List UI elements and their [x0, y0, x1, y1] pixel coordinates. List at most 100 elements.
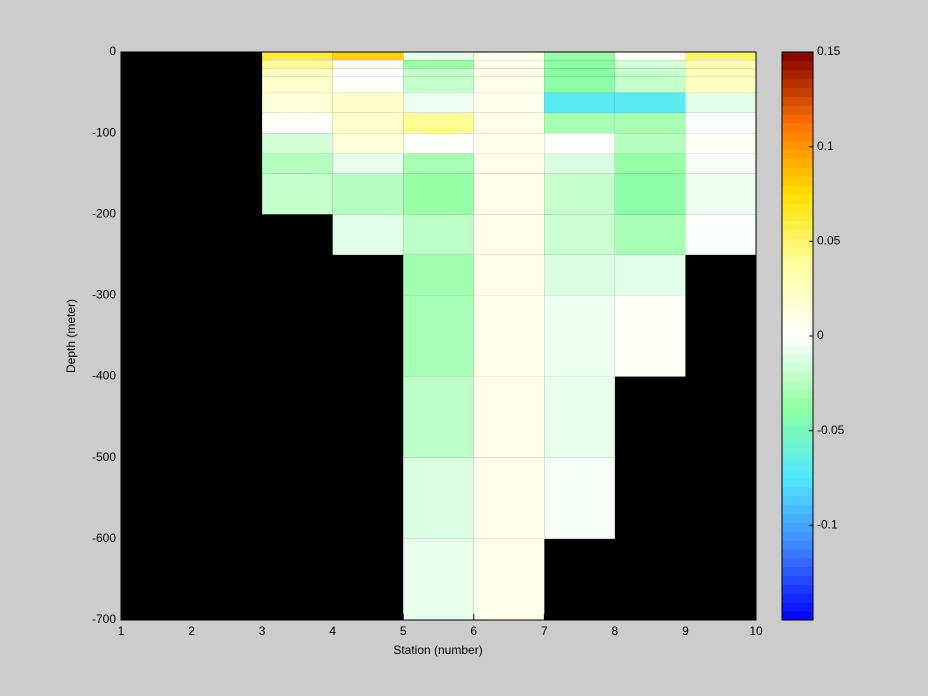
colorbar-swatch [782, 300, 813, 310]
heatmap-cell [544, 112, 615, 134]
heatmap-cell [544, 173, 615, 215]
heatmap-cell [544, 60, 615, 69]
x-axis-label: Station (number) [393, 643, 482, 657]
colorbar-swatch [782, 69, 813, 80]
y-tick-label: -700 [92, 612, 116, 626]
colorbar-swatch [782, 114, 813, 124]
y-tick-label: 0 [109, 44, 116, 58]
heatmap-cell [685, 173, 756, 215]
colorbar-swatch [782, 362, 813, 372]
heatmap-cell [614, 112, 686, 134]
heatmap-cell [544, 295, 615, 377]
colorbar-swatch [782, 247, 813, 257]
heatmap-cell [614, 295, 686, 377]
colorbar-swatch [782, 557, 813, 568]
heatmap-cell [685, 112, 756, 134]
colorbar-swatch [782, 282, 813, 293]
colorbar-swatch [782, 495, 813, 506]
colorbar-swatch [782, 336, 813, 346]
heatmap-cell [473, 295, 545, 377]
colorbar-swatch [782, 194, 813, 204]
colorbar-swatch [782, 158, 813, 168]
x-tick-label: 8 [612, 624, 619, 638]
colorbar-swatch [782, 389, 813, 399]
heatmap-cell [544, 76, 615, 93]
x-tick-label: 5 [400, 624, 407, 638]
colorbar-swatch [782, 78, 813, 88]
heatmap-cell [332, 60, 404, 69]
colorbar-swatch [782, 176, 813, 186]
colorbar-swatch [782, 265, 813, 275]
colorbar-swatch [782, 566, 813, 577]
heatmap-cell [685, 76, 756, 93]
colorbar-swatch [782, 478, 813, 488]
heatmap-cell [685, 68, 756, 77]
heatmap-cell [332, 173, 404, 215]
heatmap-cell [262, 68, 333, 77]
heatmap-cell [473, 457, 545, 539]
heatmap-cell [544, 92, 615, 113]
x-tick-label: 10 [749, 624, 763, 638]
y-tick-label: -600 [92, 531, 116, 545]
heatmap-cell [685, 92, 756, 113]
heatmap-cell [685, 52, 756, 61]
colorbar-swatch [782, 486, 813, 497]
colorbar-swatch [782, 131, 813, 142]
heatmap-cell [403, 133, 474, 154]
y-axis-label: Depth (meter) [64, 299, 78, 373]
colorbar-swatch [782, 584, 813, 594]
colorbar-tick-label: 0.15 [817, 44, 841, 58]
colorbar-swatch [782, 344, 813, 355]
x-tick-label: 3 [259, 624, 266, 638]
colorbar-swatch [782, 460, 813, 470]
colorbar-swatch [782, 185, 813, 195]
x-tick-label: 1 [118, 624, 125, 638]
colorbar-swatch [782, 540, 813, 550]
colorbar-swatch [782, 522, 813, 532]
heatmap-cell [262, 52, 333, 61]
heatmap-cell [685, 214, 756, 255]
heatmap-cell [262, 153, 333, 174]
heatmap-cell [403, 173, 474, 215]
heatmap-cell [473, 376, 545, 458]
heatmap-cell [262, 92, 333, 113]
heatmap-cell [262, 173, 333, 215]
heatmap-cell [403, 112, 474, 134]
colorbar-swatch [782, 424, 813, 435]
heatmap-cell [614, 153, 686, 174]
heatmap-cell [403, 52, 474, 61]
colorbar-swatch [782, 318, 813, 328]
y-tick-label: -400 [92, 369, 116, 383]
heatmap-cell [332, 92, 404, 113]
heatmap-cell [544, 376, 615, 458]
heatmap-cell [473, 60, 545, 69]
heatmap-cell [332, 133, 404, 154]
heatmap-cell [473, 112, 545, 134]
heatmap-cell [403, 538, 474, 620]
heatmap-cell [403, 68, 474, 77]
colorbar-tick-label: 0.1 [817, 139, 834, 153]
heatmap-cell [685, 60, 756, 69]
heatmap-cell [262, 133, 333, 154]
colorbar-swatch [782, 415, 813, 426]
colorbar-swatch [782, 291, 813, 301]
heatmap-cell [473, 173, 545, 215]
heatmap-cell [332, 153, 404, 174]
heatmap-cell [403, 76, 474, 93]
heatmap-cell [262, 76, 333, 93]
colorbar-swatch [782, 575, 813, 585]
y-tick-label: -100 [92, 125, 116, 139]
heatmap-cell [473, 68, 545, 77]
heatmap-cell [614, 254, 686, 296]
heatmap-cell [544, 457, 615, 539]
heatmap-cell [403, 92, 474, 113]
heatmap-cell [614, 52, 686, 61]
colorbar-swatch [782, 407, 813, 417]
colorbar-swatch [782, 256, 813, 266]
heatmap-cell [473, 52, 545, 61]
colorbar-swatch [782, 167, 813, 177]
colorbar-tick-label: -0.05 [817, 423, 845, 437]
colorbar-swatch [782, 353, 813, 364]
colorbar-swatch [782, 513, 813, 523]
